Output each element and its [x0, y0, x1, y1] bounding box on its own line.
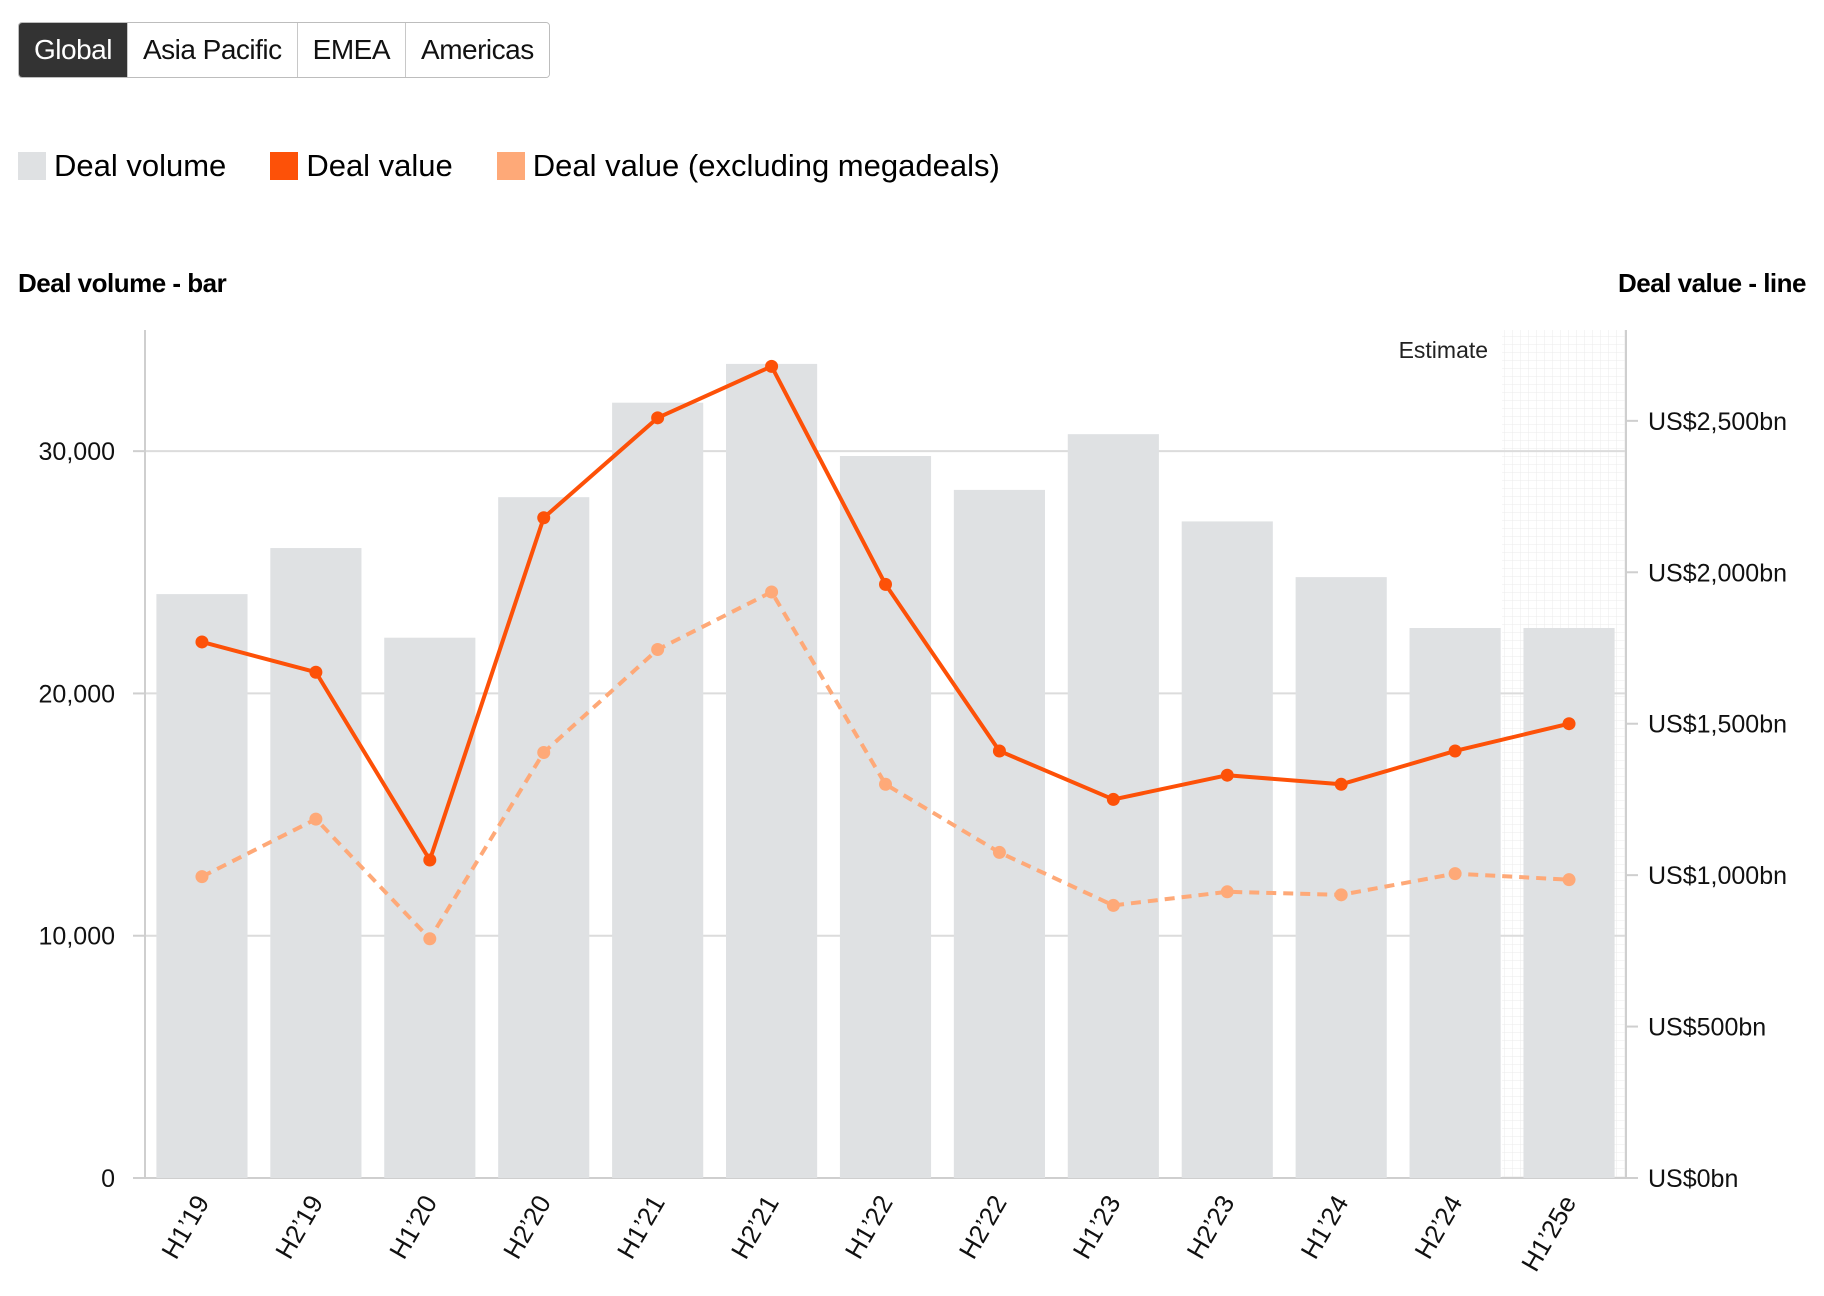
bar	[498, 497, 590, 1179]
x-tick-label: H2’19	[269, 1190, 329, 1264]
point-deal-value-ex-megadeals	[651, 643, 665, 657]
bar	[1067, 434, 1159, 1178]
legend-item-deal-value-ex-megadeals[interactable]: Deal value (excluding megadeals)	[496, 148, 1000, 184]
legend-label-deal-value-ex-megadeals: Deal value (excluding megadeals)	[532, 148, 1000, 183]
tab-americas[interactable]: Americas	[406, 23, 549, 77]
point-deal-value-ex-megadeals	[1220, 885, 1234, 899]
point-deal-value	[992, 744, 1006, 758]
x-tick-label: H1’23	[1067, 1190, 1127, 1264]
estimate-label: Estimate	[1399, 337, 1488, 363]
bar	[1295, 577, 1387, 1178]
legend-label-deal-volume: Deal volume	[54, 148, 227, 183]
x-tick-label: H1’21	[611, 1190, 671, 1264]
point-deal-value	[537, 511, 551, 525]
legend-item-deal-value[interactable]: Deal value	[270, 148, 453, 184]
point-deal-value-ex-megadeals	[879, 777, 892, 791]
point-deal-value	[879, 577, 892, 591]
point-deal-value	[423, 853, 437, 867]
point-deal-value-ex-megadeals	[537, 745, 551, 759]
x-tick-label: H1’24	[1294, 1190, 1354, 1264]
left-tick-label: 0	[101, 1165, 115, 1193]
point-deal-value	[765, 359, 779, 373]
legend-swatch-deal-value-ex-megadeals	[496, 152, 525, 180]
bar	[726, 363, 818, 1178]
point-deal-value-ex-megadeals	[1106, 898, 1120, 912]
x-tick-label: H1’19	[155, 1190, 215, 1264]
point-deal-value-ex-megadeals	[423, 932, 437, 946]
point-deal-value	[651, 411, 665, 425]
right-tick-label: US$0bn	[1648, 1165, 1738, 1193]
x-tick-label: H2’22	[953, 1190, 1013, 1264]
bar	[384, 637, 476, 1178]
point-deal-value-ex-megadeals	[195, 870, 209, 884]
x-tick-label: H1’22	[839, 1190, 899, 1264]
bar	[612, 402, 704, 1179]
left-axis-title: Deal volume - bar	[18, 268, 227, 298]
legend-swatch-deal-value	[270, 152, 299, 180]
point-deal-value-ex-megadeals	[992, 845, 1006, 859]
bar	[1409, 628, 1501, 1178]
bar	[156, 594, 248, 1178]
point-deal-value	[1220, 768, 1234, 782]
tab-global[interactable]: Global	[19, 23, 128, 77]
right-tick-label: US$1,500bn	[1648, 711, 1787, 739]
right-tick-label: US$1,000bn	[1648, 862, 1787, 890]
x-tick-label: H1’25e	[1515, 1190, 1582, 1276]
right-tick-label: US$2,500bn	[1648, 408, 1787, 436]
left-tick-label: 20,000	[39, 680, 115, 708]
point-deal-value-ex-megadeals	[765, 585, 779, 599]
right-tick-label: US$2,000bn	[1648, 559, 1787, 587]
left-tick-label: 30,000	[39, 438, 115, 466]
legend-item-deal-volume[interactable]: Deal volume	[18, 148, 226, 184]
left-tick-label: 10,000	[39, 923, 115, 951]
region-tabs: Global Asia Pacific EMEA Americas	[18, 22, 550, 78]
point-deal-value	[1106, 792, 1120, 806]
point-deal-value	[1562, 717, 1576, 731]
x-tick-label: H2’24	[1408, 1190, 1468, 1264]
chart-legend: Deal volume Deal value Deal value (exclu…	[18, 148, 1044, 184]
tab-emea[interactable]: EMEA	[297, 23, 407, 77]
bar	[1523, 628, 1615, 1178]
legend-label-deal-value: Deal value	[306, 148, 453, 183]
bar	[1181, 521, 1273, 1178]
point-deal-value-ex-megadeals	[1562, 873, 1576, 887]
x-tick-label: H1’20	[383, 1190, 443, 1264]
x-tick-label: H2’20	[497, 1190, 557, 1264]
point-deal-value	[1334, 777, 1348, 791]
point-deal-value-ex-megadeals	[1448, 867, 1462, 881]
point-deal-value-ex-megadeals	[1334, 888, 1348, 902]
point-deal-value	[309, 665, 323, 679]
legend-swatch-deal-volume	[18, 152, 46, 180]
x-tick-label: H2’23	[1181, 1190, 1241, 1264]
right-axis-title: Deal value - line	[1617, 268, 1807, 298]
tab-asia-pacific[interactable]: Asia Pacific	[127, 23, 298, 77]
point-deal-value	[1448, 744, 1462, 758]
bar	[839, 455, 932, 1178]
point-deal-value	[195, 635, 209, 649]
x-tick-label: H2’21	[725, 1190, 785, 1264]
right-tick-label: US$500bn	[1648, 1014, 1766, 1042]
point-deal-value-ex-megadeals	[309, 812, 323, 826]
bar	[270, 548, 362, 1178]
